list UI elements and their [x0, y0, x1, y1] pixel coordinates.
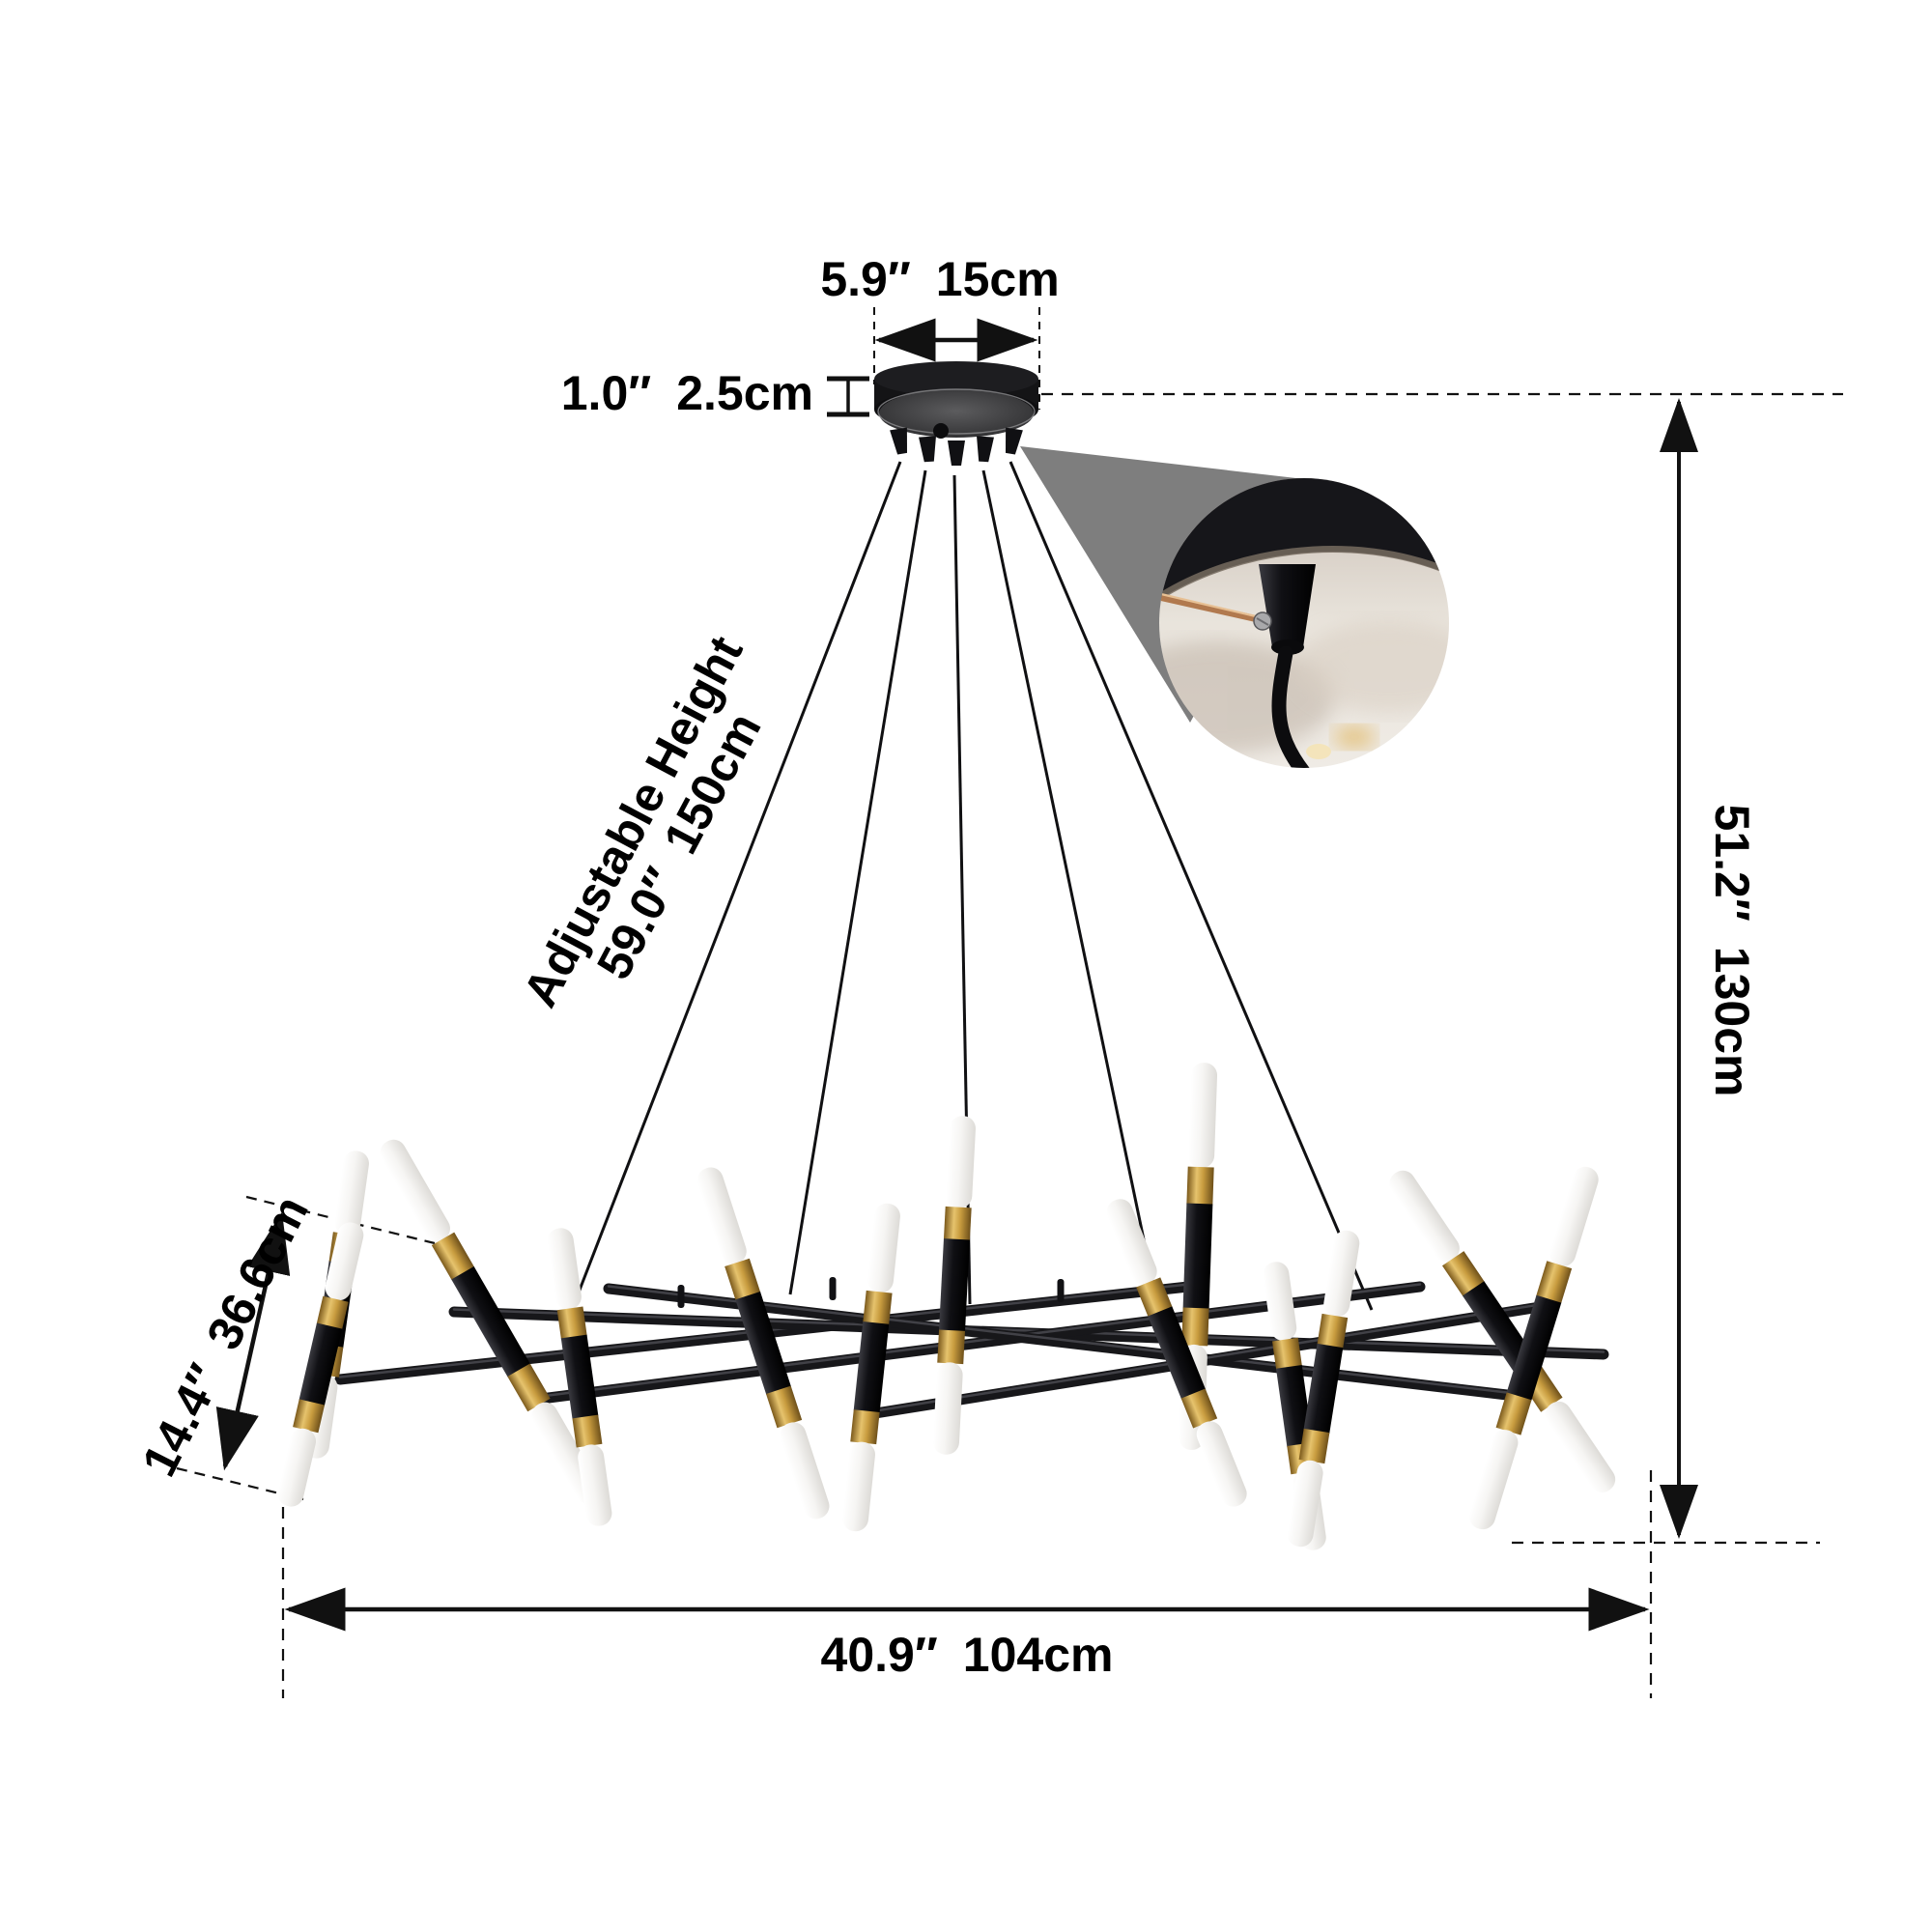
fixture-width-dimension	[281, 1507, 1650, 1698]
glass-diffuser	[946, 1116, 976, 1208]
fixture-height-label: 51.2″130cm	[1705, 804, 1759, 1097]
tube-body	[1148, 1306, 1207, 1400]
brass-band	[943, 1206, 972, 1241]
brass-band	[850, 1409, 880, 1445]
light-tube	[841, 1203, 900, 1532]
glass-diffuser	[547, 1228, 582, 1310]
brass-band	[1442, 1251, 1485, 1297]
tube-body	[1182, 1203, 1213, 1310]
photo-canopy-edge	[1159, 478, 1449, 603]
fixture-width-label: 40.9″ 104cm	[820, 1628, 1114, 1682]
photo-cord-grip	[1259, 564, 1316, 647]
brass-band	[1272, 1337, 1302, 1370]
glass-diffuser	[1106, 1199, 1157, 1285]
glass-diffuser	[334, 1151, 369, 1236]
glass-diffuser	[1323, 1230, 1360, 1318]
socket-pins	[677, 1277, 1065, 1308]
cord-grip	[890, 427, 908, 455]
tube-body	[1275, 1365, 1314, 1447]
frame-bar-highlight	[867, 1302, 1548, 1413]
glass-diffuser	[1287, 1460, 1323, 1548]
suspension-cable	[570, 461, 902, 1311]
brass-band	[293, 1399, 326, 1434]
glass-diffuser	[277, 1428, 317, 1507]
brass-band	[572, 1414, 603, 1448]
brass-band	[556, 1306, 587, 1340]
glass-diffuser	[696, 1167, 747, 1264]
cord-grips	[890, 427, 1023, 466]
cord-grip	[1005, 427, 1023, 455]
brass-band	[1136, 1277, 1173, 1318]
cord-grip	[948, 440, 965, 466]
canopy-height-dimension	[827, 376, 869, 417]
brass-band	[1317, 1313, 1349, 1350]
tube-body	[735, 1292, 792, 1395]
light-tube	[1287, 1230, 1360, 1548]
tube-body	[1303, 1343, 1344, 1435]
tube-body	[853, 1321, 890, 1414]
brass-band	[766, 1385, 803, 1429]
dimension-lines	[176, 307, 1843, 1698]
fixture-height-dimension	[1041, 392, 1843, 1698]
light-tube	[696, 1167, 830, 1520]
cord-grip	[919, 436, 936, 463]
brass-band	[937, 1329, 966, 1365]
suspension-cable	[1009, 461, 1374, 1311]
canopy-width-dimension	[873, 307, 1040, 410]
photo-screwdriver	[1159, 593, 1259, 623]
frame-bar	[864, 1300, 1551, 1420]
ceiling-canopy	[874, 361, 1038, 466]
glass-diffuser	[578, 1444, 612, 1526]
glass-diffuser	[1389, 1170, 1460, 1263]
tube-body	[1506, 1294, 1562, 1402]
glass-diffuser	[325, 1222, 364, 1301]
glass-diffuser	[1545, 1401, 1616, 1493]
glass-diffuser	[380, 1139, 450, 1242]
brass-band	[507, 1363, 551, 1412]
cord-grip	[977, 436, 994, 463]
glass-diffuser	[867, 1203, 900, 1293]
light-tube	[277, 1222, 364, 1507]
glass-diffuser	[932, 1362, 963, 1455]
brass-band	[1536, 1261, 1573, 1304]
suspension-cable	[981, 469, 1156, 1292]
canopy-ball-joint	[933, 423, 949, 439]
tube-body	[298, 1322, 343, 1406]
glass-diffuser	[1549, 1166, 1599, 1266]
socket-pin	[1057, 1279, 1065, 1302]
glass-diffuser	[780, 1422, 830, 1520]
tube-body	[560, 1334, 599, 1420]
frame-bar-highlight	[452, 1308, 1605, 1353]
glass-diffuser	[841, 1441, 875, 1532]
light-tube	[1469, 1166, 1599, 1530]
canopy-height-label: 1.0″ 2.5cm	[560, 366, 813, 420]
light-tubes	[277, 1063, 1616, 1550]
brass-band	[431, 1232, 475, 1281]
tube-body	[938, 1238, 970, 1332]
brass-band	[1298, 1428, 1330, 1464]
canopy-width-label: 5.9″ 15cm	[820, 252, 1060, 306]
glass-diffuser	[1263, 1262, 1297, 1341]
glass-diffuser	[1188, 1063, 1218, 1169]
glass-diffuser	[1196, 1421, 1247, 1507]
brass-band	[316, 1295, 349, 1330]
brass-band	[1495, 1392, 1532, 1435]
glass-diffuser	[1469, 1430, 1519, 1530]
light-tube	[932, 1116, 976, 1455]
brass-band	[724, 1258, 761, 1301]
brass-band	[1181, 1307, 1209, 1347]
tube-body	[451, 1265, 531, 1378]
socket-pin	[677, 1285, 685, 1308]
light-tube	[1106, 1199, 1247, 1507]
suspension-cable	[788, 469, 927, 1295]
photo-cable	[1271, 645, 1312, 768]
brass-band	[1180, 1388, 1218, 1429]
brass-band	[1186, 1166, 1214, 1206]
socket-pin	[829, 1277, 837, 1300]
light-tube	[547, 1228, 612, 1526]
brass-band	[863, 1290, 893, 1325]
